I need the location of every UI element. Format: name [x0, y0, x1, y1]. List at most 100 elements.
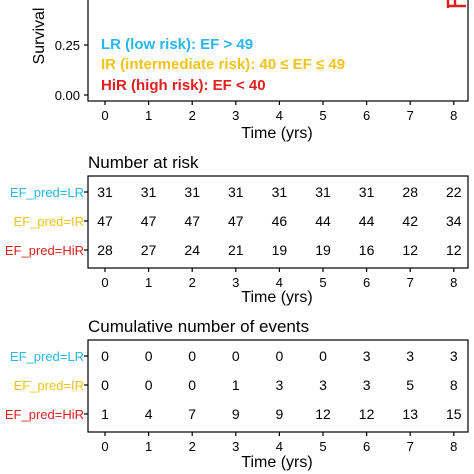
events-table-x-tick-label-7: 7: [407, 439, 414, 454]
events-table-cell-r0-c6: 3: [363, 348, 371, 364]
events-table-cell-r2-c7: 13: [402, 406, 418, 422]
risk-table-cell-r2-c4: 19: [272, 242, 288, 258]
risk-table-cell-r1-c4: 46: [272, 213, 288, 229]
survival-plot-frame: [87, 0, 469, 102]
legend-entry-0: LR (low risk): EF > 49: [101, 36, 253, 53]
events-table-x-tick-label-8: 8: [450, 439, 457, 454]
events-table-cell-r0-c2: 0: [188, 348, 196, 364]
risk-table-x-tick-label-8: 8: [450, 275, 457, 290]
survival-y-tick-0.25: 0.25: [55, 38, 80, 53]
risk-table-x-tick-label-5: 5: [319, 275, 326, 290]
risk-table-x-tick-label-1: 1: [145, 275, 152, 290]
events-table-cell-r0-c1: 0: [145, 348, 153, 364]
survival-x-tick-label-2: 2: [189, 108, 196, 123]
events-table-row-label-0: EF_pred=LR: [10, 349, 84, 364]
risk-table-cell-r2-c0: 28: [97, 242, 113, 258]
risk-table-panel: Number at risk EF_pred=LR 31 31 31 31 31 31 31 2…: [5, 153, 469, 306]
risk-table-cell-r2-c2: 24: [184, 242, 200, 258]
risk-table-cell-r2-c5: 19: [315, 242, 331, 258]
events-table-cell-r2-c1: 4: [145, 406, 153, 422]
events-table-cell-r2-c3: 9: [232, 406, 240, 422]
risk-table-body: EF_pred=LR 31 31 31 31 31 31 31 28 22 EF_pred=IR 47…: [5, 184, 462, 258]
risk-table-cell-r2-c3: 21: [228, 242, 244, 258]
survival-x-tick-label-4: 4: [276, 108, 283, 123]
risk-table-cell-r2-c6: 16: [359, 242, 375, 258]
risk-table-x-tick-label-3: 3: [232, 275, 239, 290]
risk-table-title: Number at risk: [88, 153, 199, 172]
events-table-panel: Cumulative number of events EF_pred=LR 0 0…: [5, 317, 469, 471]
survival-x-axis-label: Time (yrs): [241, 125, 312, 142]
risk-table-frame: [87, 175, 469, 269]
survival-x-tick-label-6: 6: [363, 108, 370, 123]
events-table-cell-r2-c0: 1: [101, 406, 109, 422]
events-table-x-axis: 0 1 2 3 4 5 6 7 8: [101, 432, 457, 454]
risk-table-cell-r0-c7: 28: [402, 184, 418, 200]
events-table-cell-r2-c6: 12: [359, 406, 375, 422]
risk-table-cell-r1-c8: 34: [446, 213, 462, 229]
hir-survival-curve-fragment: [446, 0, 466, 8]
risk-table-x-tick-label-6: 6: [363, 275, 370, 290]
events-table-cell-r1-c0: 0: [101, 377, 109, 393]
survival-panel: Survival 0.25 0.00 LR (low risk): EF > 4…: [31, 0, 469, 142]
risk-table-cell-r0-c4: 31: [272, 184, 288, 200]
risk-table-x-axis-label: Time (yrs): [241, 289, 312, 306]
risk-table-x-tick-label-2: 2: [189, 275, 196, 290]
events-table-row-label-2: EF_pred=HiR: [5, 407, 84, 422]
events-table-frame: [87, 339, 469, 433]
risk-table-cell-r1-c7: 42: [402, 213, 418, 229]
events-table-cell-r1-c4: 3: [276, 377, 284, 393]
risk-table-cell-r0-c5: 31: [315, 184, 331, 200]
events-table-cell-r1-c2: 0: [188, 377, 196, 393]
events-table-cell-r1-c8: 8: [450, 377, 458, 393]
risk-table-cell-r1-c1: 47: [141, 213, 157, 229]
risk-table-cell-r1-c2: 47: [184, 213, 200, 229]
events-table-cell-r2-c4: 9: [276, 406, 284, 422]
risk-table-x-tick-label-7: 7: [407, 275, 414, 290]
events-table-x-axis-label: Time (yrs): [241, 454, 312, 471]
survival-x-tick-label-7: 7: [407, 108, 414, 123]
survival-y-axis-label: Survival: [31, 8, 48, 65]
risk-table-cell-r2-c8: 12: [446, 242, 462, 258]
events-table-cell-r0-c3: 0: [232, 348, 240, 364]
events-table-x-tick-label-3: 3: [232, 439, 239, 454]
events-table-cell-r1-c7: 5: [406, 377, 414, 393]
legend-entry-1: IR (intermediate risk): 40 ≤ EF ≤ 49: [101, 56, 345, 73]
risk-table-cell-r0-c8: 22: [446, 184, 462, 200]
events-table-cell-r1-c5: 3: [319, 377, 327, 393]
events-table-cell-r1-c3: 1: [232, 377, 240, 393]
survival-x-tick-label-0: 0: [101, 108, 108, 123]
risk-table-cell-r0-c2: 31: [184, 184, 200, 200]
survival-x-tick-label-8: 8: [450, 108, 457, 123]
risk-table-cell-r0-c3: 31: [228, 184, 244, 200]
risk-table-cell-r1-c5: 44: [315, 213, 331, 229]
events-table-cell-r0-c8: 3: [450, 348, 458, 364]
survival-x-tick-label-5: 5: [319, 108, 326, 123]
events-table-cell-r2-c2: 7: [188, 406, 196, 422]
risk-table-cell-r0-c1: 31: [141, 184, 157, 200]
events-table-cell-r1-c6: 3: [363, 377, 371, 393]
events-table-x-tick-label-0: 0: [101, 439, 108, 454]
risk-table-cell-r2-c7: 12: [402, 242, 418, 258]
events-table-cell-r1-c1: 0: [145, 377, 153, 393]
events-table-x-tick-label-1: 1: [145, 439, 152, 454]
events-table-x-tick-label-5: 5: [319, 439, 326, 454]
legend-entry-2: HiR (high risk): EF < 40: [101, 77, 266, 94]
events-table-cell-r0-c0: 0: [101, 348, 109, 364]
events-table-row-label-1: EF_pred=IR: [14, 378, 84, 393]
survival-x-tick-label-3: 3: [232, 108, 239, 123]
events-table-x-tick-label-4: 4: [276, 439, 283, 454]
events-table-cell-r0-c5: 0: [319, 348, 327, 364]
risk-table-cell-r1-c6: 44: [359, 213, 375, 229]
events-table-cell-r2-c8: 15: [446, 406, 462, 422]
events-table-x-tick-label-2: 2: [189, 439, 196, 454]
survival-y-tick-0.00: 0.00: [55, 88, 80, 103]
risk-table-cell-r1-c3: 47: [228, 213, 244, 229]
survival-x-tick-label-1: 1: [145, 108, 152, 123]
risk-table-row-label-1: EF_pred=IR: [14, 214, 84, 229]
risk-table-row-label-0: EF_pred=LR: [10, 185, 84, 200]
risk-table-cell-r0-c0: 31: [97, 184, 113, 200]
survival-legend: LR (low risk): EF > 49 IR (intermediate r…: [101, 36, 345, 94]
events-table-title: Cumulative number of events: [88, 317, 309, 336]
risk-table-cell-r0-c6: 31: [359, 184, 375, 200]
